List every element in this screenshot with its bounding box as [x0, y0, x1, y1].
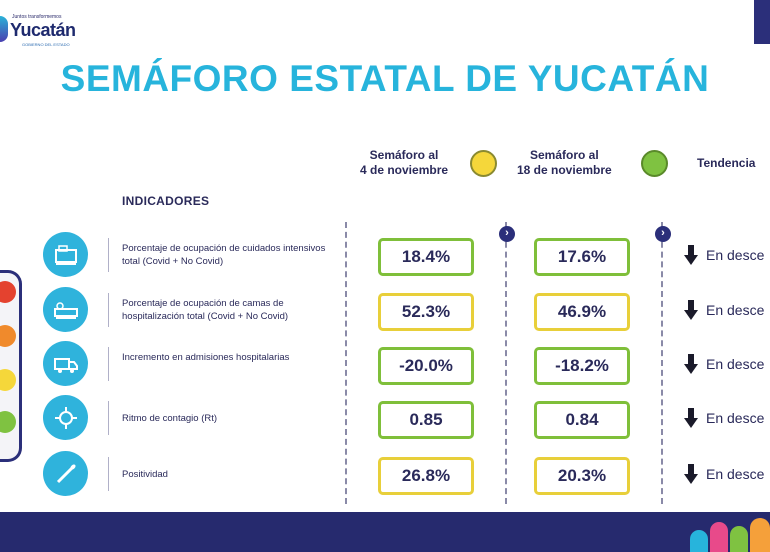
hospital-bed-icon — [43, 287, 88, 332]
chevron-right-icon: › — [499, 226, 515, 242]
arrow-down-icon — [684, 464, 698, 484]
footer-bar — [0, 512, 770, 552]
traffic-light-red — [0, 281, 16, 303]
trend-label: En desce — [706, 302, 765, 318]
trend-label: En desce — [706, 410, 765, 426]
footer-decoration — [750, 518, 770, 552]
column-header-nov18-text: Semáforo al 18 de noviembre — [517, 148, 612, 177]
yucatan-logo: Juntos transformemos Yucatán GOBIERNO DE… — [0, 10, 100, 48]
indicator-label: Porcentaje de ocupación de cuidados inte… — [122, 243, 326, 267]
footer-decoration — [710, 522, 728, 552]
trend-label: En desce — [706, 466, 765, 482]
trend-label: En desce — [706, 247, 765, 263]
virus-icon — [43, 395, 88, 440]
semaphore-yellow-indicator — [470, 150, 497, 177]
traffic-light-orange — [0, 325, 16, 347]
table-row: Incremento en admisiones hospitalarias -… — [0, 339, 770, 389]
logo-tagline: Juntos transformemos — [12, 14, 62, 20]
value-nov18: 17.6% — [534, 238, 630, 276]
icu-bed-icon — [43, 232, 88, 277]
page-title: SEMÁFORO ESTATAL DE YUCATÁN — [60, 58, 710, 99]
logo-mark-icon — [0, 16, 8, 42]
table-row: Porcentaje de ocupación de camas de hosp… — [0, 285, 770, 335]
traffic-light — [0, 270, 22, 462]
swab-test-icon — [43, 451, 88, 496]
value-nov18: 0.84 — [534, 401, 630, 439]
row-separator — [108, 238, 109, 272]
column-header-trend: Tendencia — [697, 156, 756, 170]
traffic-light-yellow — [0, 369, 16, 391]
indicator-label: Porcentaje de ocupación de camas de hosp… — [122, 298, 289, 322]
footer-decoration — [730, 526, 748, 552]
table-row: Porcentaje de ocupación de cuidados inte… — [0, 230, 770, 280]
indicators-heading: INDICADORES — [122, 194, 210, 208]
column-divider — [505, 222, 507, 504]
trend-label: En desce — [706, 356, 765, 372]
arrow-down-icon — [684, 408, 698, 428]
value-nov4: 0.85 — [378, 401, 474, 439]
row-separator — [108, 293, 109, 327]
indicator-label: Ritmo de contagio (Rt) — [122, 413, 218, 424]
value-nov4: 52.3% — [378, 293, 474, 331]
value-nov4: 26.8% — [378, 457, 474, 495]
column-divider — [345, 222, 347, 504]
indicator-label: Incremento en admisiones hospitalarias — [122, 352, 290, 363]
arrow-down-icon — [684, 245, 698, 265]
column-divider — [661, 222, 663, 504]
row-separator — [108, 457, 109, 491]
chevron-right-icon: › — [655, 226, 671, 242]
corner-decoration — [754, 0, 770, 44]
arrow-down-icon — [684, 354, 698, 374]
semaphore-green-indicator — [641, 150, 668, 177]
logo-wordmark: Yucatán — [10, 20, 76, 40]
traffic-light-green — [0, 411, 16, 433]
table-row: Positividad 26.8% 20.3% En desce — [0, 449, 770, 499]
column-header-nov4-text: Semáforo al 4 de noviembre — [360, 148, 449, 177]
value-nov4: -20.0% — [378, 347, 474, 385]
indicator-label: Positividad — [122, 469, 168, 480]
column-header-nov18: Semáforo al 18 de noviembre — [517, 148, 612, 178]
value-nov4: 18.4% — [378, 238, 474, 276]
arrow-down-icon — [684, 300, 698, 320]
ambulance-icon — [43, 341, 88, 386]
row-separator — [108, 347, 109, 381]
row-separator — [108, 401, 109, 435]
footer-decoration — [690, 530, 708, 552]
table-row: Ritmo de contagio (Rt) 0.85 0.84 En desc… — [0, 393, 770, 443]
value-nov18: 46.9% — [534, 293, 630, 331]
column-header-nov4: Semáforo al 4 de noviembre — [360, 148, 448, 178]
value-nov18: -18.2% — [534, 347, 630, 385]
value-nov18: 20.3% — [534, 457, 630, 495]
logo-subtitle: GOBIERNO DEL ESTADO — [22, 42, 70, 47]
